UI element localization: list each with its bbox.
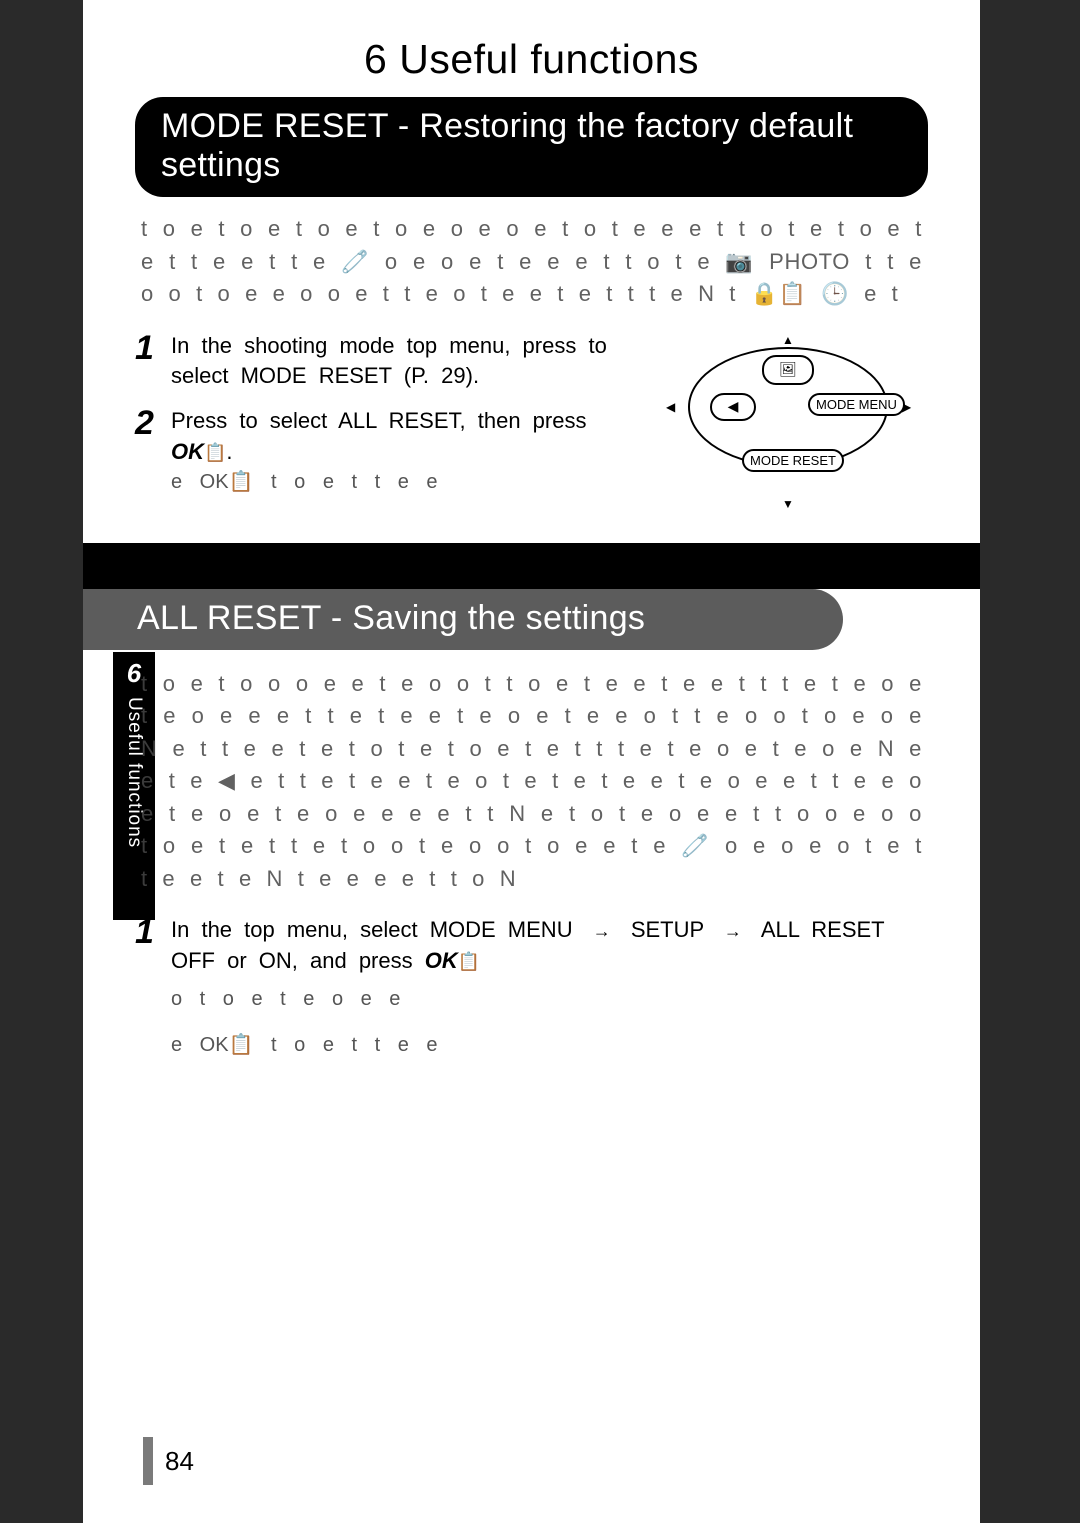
dpad-right-pill: MODE MENU	[808, 393, 905, 416]
step-number: 1	[135, 331, 161, 393]
section2-body-text: t o e t o o o e e t e o o t t o e t e e …	[141, 668, 922, 896]
section-heading-text: MODE RESET - Restoring the factory defau…	[161, 107, 902, 185]
dpad-left-pill: ◀	[710, 393, 756, 421]
section-heading-text: ALL RESET - Saving the settings	[137, 599, 817, 638]
step-2: 2 Press to select ALL RESET, then press …	[135, 406, 624, 496]
page-number: 84	[165, 1446, 194, 1477]
step-subtext: o t o e t e o e e	[171, 985, 928, 1013]
album-icon: 🖼	[779, 361, 797, 378]
menu-icon: 📋	[458, 952, 480, 972]
step-text: In the shooting mode top menu, press to …	[171, 331, 624, 393]
section-divider-band	[83, 543, 980, 589]
step-text: In the top menu, select MODE MENU → SETU…	[171, 915, 928, 1059]
arrow-right-icon: →	[593, 921, 611, 941]
page-number-area: 84	[143, 1437, 194, 1485]
arrow-right-icon: →	[724, 921, 742, 941]
arrow-left-icon: ◀	[666, 400, 675, 414]
page-number-bar	[143, 1437, 153, 1485]
play-icon: ◀	[728, 398, 739, 415]
section-heading-all-reset: ALL RESET - Saving the settings	[83, 589, 843, 650]
section-heading-mode-reset: MODE RESET - Restoring the factory defau…	[135, 97, 928, 197]
step-number: 1	[135, 915, 161, 1059]
step-subtext: e OK📋 t o e t t e e	[171, 1031, 928, 1059]
arrow-down-icon: ▼	[782, 497, 794, 511]
chapter-title: 6 Useful functions	[135, 36, 928, 83]
ok-button-label: OK	[425, 948, 458, 973]
section1-intro-text: t o e t o e t o e t o e o e o e t o t e …	[141, 213, 922, 311]
section1-steps-row: 1 In the shooting mode top menu, press t…	[135, 331, 928, 525]
step-text: Press to select ALL RESET, then press OK…	[171, 406, 624, 496]
dpad-bottom-pill: MODE RESET	[742, 449, 844, 472]
arrow-up-icon: ▲	[782, 333, 794, 347]
section1-steps-column: 1 In the shooting mode top menu, press t…	[135, 331, 624, 525]
dpad-diagram: ▲ ▼ ◀ ▶ 🖼 ◀ MODE MENU MODE RESET	[648, 331, 928, 525]
dpad-top-pill: 🖼	[762, 355, 814, 385]
section2-step-1: 1 In the top menu, select MODE MENU → SE…	[135, 915, 928, 1059]
step-number: 2	[135, 406, 161, 496]
step-subtext: e OK📋 t o e t t e e	[171, 468, 624, 496]
step-1: 1 In the shooting mode top menu, press t…	[135, 331, 624, 393]
manual-page: 6 Useful functions 6 Useful functions MO…	[83, 0, 980, 1523]
menu-icon: 📋	[204, 443, 226, 463]
ok-button-label: OK	[171, 439, 204, 464]
